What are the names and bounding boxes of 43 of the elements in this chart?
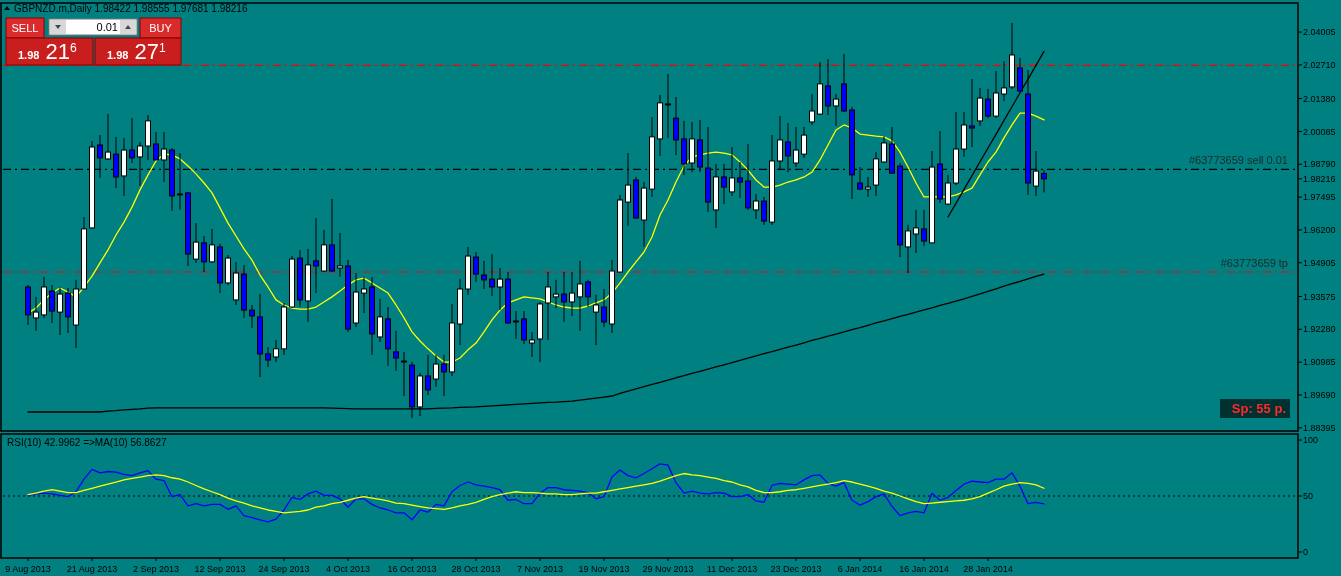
- x-tick-label: 12 Sep 2013: [194, 564, 246, 574]
- y-tick-label: 1.96200: [1303, 225, 1336, 236]
- x-tick-label: 4 Oct 2013: [325, 564, 371, 574]
- ref-line-label: #63773659 tp: [1220, 257, 1288, 270]
- x-tick-label: 29 Nov 2013: [642, 564, 694, 574]
- y-tick-label: 100: [1303, 435, 1319, 446]
- y-tick-label: 2.01380: [1303, 93, 1336, 104]
- y-tick-label: 2.04005: [1303, 27, 1336, 38]
- x-tick-label: 2 Sep 2013: [132, 564, 180, 574]
- annotation: 1.98 21$^{6}$: [18, 39, 77, 64]
- x-tick-label: 16 Jan 2014: [899, 564, 949, 574]
- x-tick-label: 16 Oct 2013: [387, 564, 437, 574]
- chart-title: GBPNZD.m,Daily 1.98422 1.98555 1.97681 1.98216: [14, 3, 248, 14]
- y-tick-label: 1.90985: [1303, 357, 1336, 368]
- y-tick-label: 1.98216: [1303, 173, 1336, 184]
- annotation: 0.01: [96, 21, 118, 33]
- y-tick-label: 1.88395: [1303, 422, 1336, 433]
- chart-title: RSI(10) 42.9962 =>MA(10) 56.8627: [7, 437, 167, 448]
- x-tick-label: 21 Aug 2013: [66, 564, 118, 574]
- ref-line-label: #63773659 sell 0.01: [1188, 154, 1288, 167]
- y-tick-label: 1.92280: [1303, 324, 1336, 335]
- x-tick-label: 28 Oct 2013: [451, 564, 501, 574]
- x-tick-label: 24 Sep 2013: [258, 564, 310, 574]
- y-tick-label: 1.97495: [1303, 192, 1336, 203]
- annotation: BUY: [149, 22, 173, 34]
- y-tick-label: 1.94905: [1303, 257, 1336, 268]
- annotation: SELL: [11, 22, 39, 34]
- y-tick-label: 1.89690: [1303, 390, 1336, 401]
- y-tick-label: 1.98790: [1303, 159, 1336, 170]
- x-tick-label: 28 Jan 2014: [963, 564, 1013, 574]
- y-tick-label: 50: [1303, 491, 1314, 502]
- x-tick-label: 19 Nov 2013: [578, 564, 630, 574]
- x-tick-label: 9 Aug 2013: [5, 564, 51, 574]
- y-tick-label: 0: [1303, 547, 1309, 558]
- y-tick-label: 2.02710: [1303, 60, 1336, 71]
- y-tick-label: 1.93575: [1303, 291, 1336, 302]
- text: Sp: 55 p.: [1231, 401, 1286, 416]
- x-tick-label: 23 Dec 2013: [770, 564, 822, 574]
- annotation: 1.98 27$^{1}$: [107, 39, 166, 64]
- x-tick-label: 11 Dec 2013: [706, 564, 758, 574]
- y-tick-label: 2.00085: [1303, 126, 1336, 137]
- x-tick-label: 6 Jan 2014: [837, 564, 883, 574]
- x-tick-label: 7 Nov 2013: [516, 564, 564, 574]
